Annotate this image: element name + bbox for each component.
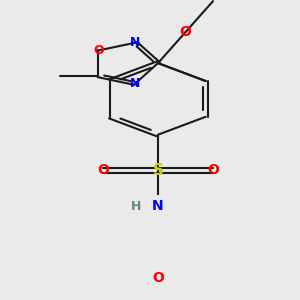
Text: H: H xyxy=(131,200,141,213)
Text: O: O xyxy=(180,25,191,39)
Text: N: N xyxy=(152,199,164,213)
Text: O: O xyxy=(207,164,219,178)
Text: N: N xyxy=(130,77,140,90)
Text: O: O xyxy=(97,164,109,178)
Text: O: O xyxy=(152,271,164,285)
Text: O: O xyxy=(93,44,104,57)
Text: N: N xyxy=(130,36,140,49)
Text: S: S xyxy=(152,163,164,178)
